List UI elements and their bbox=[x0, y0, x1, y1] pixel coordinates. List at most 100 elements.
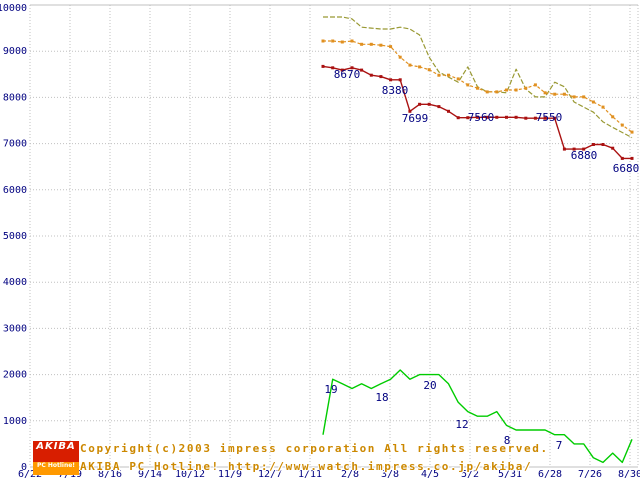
series-marker-average-price bbox=[350, 39, 354, 43]
data-value-label: 6880 bbox=[571, 149, 598, 162]
series-marker-average-price bbox=[360, 42, 364, 46]
series-marker-average-price bbox=[601, 105, 605, 109]
series-marker-lowest-price bbox=[408, 109, 412, 113]
data-value-label: 18 bbox=[375, 391, 388, 404]
series-marker-average-price bbox=[505, 88, 508, 92]
x-axis-tick-label: 5/2 bbox=[461, 469, 479, 480]
x-axis-tick-label: 11/9 bbox=[218, 469, 242, 480]
series-marker-lowest-price bbox=[437, 105, 441, 109]
y-axis-tick-label: 8000 bbox=[3, 92, 27, 103]
series-marker-lowest-price bbox=[369, 73, 373, 77]
series-marker-average-price bbox=[514, 88, 518, 92]
series-marker-average-price bbox=[427, 68, 431, 72]
series-marker-lowest-price bbox=[582, 147, 586, 151]
x-axis-tick-label: 5/31 bbox=[498, 469, 522, 480]
series-marker-average-price bbox=[524, 86, 528, 90]
x-axis-tick-label: 7/26 bbox=[578, 469, 602, 480]
y-axis-tick-label: 5000 bbox=[3, 231, 27, 242]
series-marker-lowest-price bbox=[524, 116, 528, 120]
series-marker-average-price bbox=[495, 90, 499, 94]
series-marker-lowest-price bbox=[360, 68, 364, 72]
series-marker-lowest-price bbox=[321, 64, 325, 68]
x-axis-tick-label: 2/8 bbox=[341, 469, 359, 480]
series-marker-average-price bbox=[456, 77, 460, 81]
series-marker-average-price bbox=[340, 40, 344, 44]
logo-akiba-text: AKIBA bbox=[33, 441, 79, 462]
series-marker-average-price bbox=[476, 86, 479, 90]
series-marker-average-price bbox=[620, 123, 624, 127]
y-axis-tick-label: 6000 bbox=[3, 185, 27, 196]
series-marker-lowest-price bbox=[418, 102, 422, 106]
series-marker-lowest-price bbox=[350, 66, 354, 70]
akiba-pc-hotline-logo: AKIBA PC Hotline! bbox=[33, 441, 79, 475]
series-marker-lowest-price bbox=[572, 147, 576, 151]
series-marker-lowest-price bbox=[505, 115, 508, 119]
series-marker-lowest-price bbox=[485, 115, 489, 119]
logo-pc-hotline-text: PC Hotline! bbox=[33, 462, 79, 475]
series-marker-lowest-price bbox=[543, 116, 547, 120]
series-marker-lowest-price bbox=[495, 115, 499, 119]
series-marker-lowest-price bbox=[601, 143, 605, 146]
series-marker-lowest-price bbox=[340, 68, 344, 72]
y-axis-tick-label: 2000 bbox=[3, 370, 27, 381]
series-marker-lowest-price bbox=[476, 115, 479, 119]
data-value-label: 20 bbox=[423, 379, 436, 392]
series-marker-average-price bbox=[485, 90, 489, 94]
series-marker-lowest-price bbox=[389, 78, 393, 82]
series-marker-lowest-price bbox=[427, 102, 431, 106]
data-value-label: 8380 bbox=[382, 84, 409, 97]
series-marker-average-price bbox=[553, 92, 557, 96]
data-value-label: 12 bbox=[455, 418, 468, 431]
x-axis-tick-label: 12/7 bbox=[258, 469, 282, 480]
series-marker-average-price bbox=[591, 100, 595, 104]
series-marker-average-price bbox=[398, 55, 402, 59]
series-marker-average-price bbox=[321, 39, 325, 43]
data-value-label: 19 bbox=[324, 383, 337, 396]
series-marker-lowest-price bbox=[398, 78, 402, 82]
series-marker-lowest-price bbox=[456, 116, 460, 120]
data-value-label: 7 bbox=[556, 439, 563, 452]
y-axis-tick-label: 3000 bbox=[3, 323, 27, 334]
series-marker-lowest-price bbox=[620, 156, 624, 160]
y-axis-tick-label: 1000 bbox=[3, 416, 27, 427]
series-marker-lowest-price bbox=[533, 116, 537, 120]
y-axis-tick-label: 4000 bbox=[3, 277, 27, 288]
x-axis-tick-label: 1/11 bbox=[298, 469, 322, 480]
series-marker-average-price bbox=[418, 65, 422, 69]
series-marker-average-price bbox=[572, 95, 576, 99]
series-line-shop-count bbox=[322, 369, 633, 464]
series-marker-average-price bbox=[437, 73, 441, 77]
data-value-label: 6680 bbox=[613, 162, 640, 175]
y-axis-tick-label: 0 bbox=[21, 462, 27, 473]
data-value-label: 7550 bbox=[536, 111, 563, 124]
series-marker-lowest-price bbox=[379, 75, 383, 79]
data-value-label: 8670 bbox=[334, 68, 361, 81]
x-axis-tick-label: 8/30 bbox=[618, 469, 640, 480]
data-value-label: 7560 bbox=[468, 111, 495, 124]
series-marker-lowest-price bbox=[447, 109, 450, 113]
series-marker-lowest-price bbox=[514, 115, 518, 119]
data-value-label: 8 bbox=[504, 434, 511, 447]
series-marker-lowest-price bbox=[611, 146, 615, 150]
series-marker-average-price bbox=[331, 39, 335, 43]
series-marker-average-price bbox=[389, 45, 393, 49]
series-marker-lowest-price bbox=[331, 66, 335, 70]
series-marker-average-price bbox=[562, 92, 566, 96]
y-axis-tick-label: 9000 bbox=[3, 46, 27, 57]
series-marker-average-price bbox=[611, 115, 615, 119]
x-axis-tick-label: 3/8 bbox=[381, 469, 399, 480]
series-marker-average-price bbox=[466, 83, 470, 87]
series-marker-average-price bbox=[369, 42, 373, 46]
series-marker-lowest-price bbox=[630, 156, 634, 160]
data-value-label: 7699 bbox=[402, 112, 429, 125]
series-marker-lowest-price bbox=[591, 143, 595, 146]
series-marker-average-price bbox=[533, 83, 537, 87]
x-axis-tick-label: 4/5 bbox=[421, 469, 439, 480]
series-marker-average-price bbox=[543, 91, 547, 95]
series-marker-average-price bbox=[582, 95, 586, 99]
y-axis-tick-label: 7000 bbox=[3, 139, 27, 150]
x-axis-tick-label: 8/16 bbox=[98, 469, 122, 480]
